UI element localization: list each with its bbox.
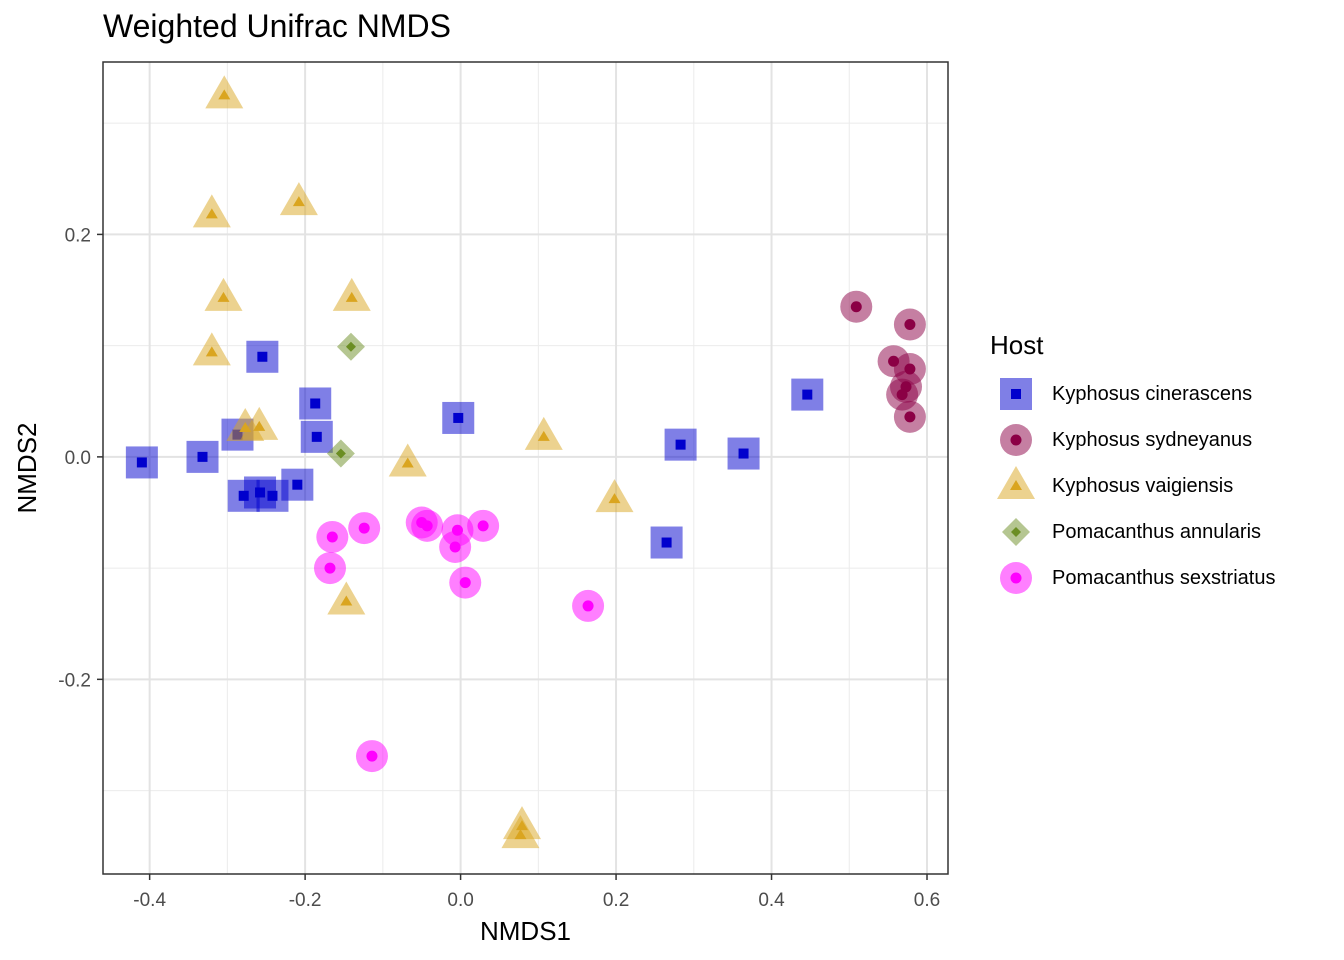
x-tick-label: -0.4 (133, 890, 166, 911)
data-point (572, 589, 605, 622)
data-point (727, 437, 760, 470)
data-point (791, 378, 824, 411)
data-point (192, 194, 231, 228)
data-point (192, 332, 231, 366)
legend-label: Kyphosus sydneyanus (1052, 428, 1253, 451)
data-point (442, 401, 475, 434)
legend-key (990, 555, 1042, 601)
y-tick-label: -0.2 (58, 670, 91, 691)
data-point (316, 520, 349, 553)
data-point (332, 277, 371, 311)
data-point (355, 740, 388, 773)
x-tick-label: -0.2 (289, 890, 322, 911)
series-4 (313, 506, 605, 773)
data-point (240, 406, 279, 440)
x-tick-label: 0.6 (914, 890, 940, 911)
data-point (449, 566, 482, 599)
legend-item: Pomacanthus sexstriatus (990, 555, 1275, 601)
data-point (664, 428, 697, 461)
plot-border (102, 61, 949, 875)
data-point (125, 446, 158, 479)
data-point (326, 439, 355, 468)
data-point (348, 512, 381, 545)
series-0 (125, 340, 824, 559)
data-point (313, 552, 346, 585)
plot-background (103, 62, 948, 874)
legend-marker (1000, 424, 1032, 456)
series-2 (192, 75, 634, 849)
legend-title: Host (990, 330, 1044, 360)
data-point (650, 526, 683, 559)
data-point (893, 400, 926, 433)
data-point (299, 387, 332, 420)
x-tick-label: 0.0 (447, 890, 473, 911)
legend-item: Kyphosus cinerascens (990, 371, 1275, 417)
axes: -0.4 -0.2 0.0 0.2 0.4 0.6 -0.2 0.0 0.2 (58, 225, 940, 911)
y-tick-label: 0.2 (65, 225, 91, 246)
legend-key (990, 509, 1042, 555)
series-3 (326, 332, 365, 468)
data-point (501, 815, 540, 849)
legend-label: Kyphosus cinerascens (1052, 382, 1253, 405)
x-axis-title: NMDS1 (480, 916, 571, 946)
y-axis-title: NMDS2 (12, 422, 42, 513)
legend-key (990, 463, 1042, 509)
legend-item: Kyphosus vaigiensis (990, 463, 1275, 509)
legend: Host Kyphosus cinerascens Kyphosus sydney… (990, 330, 1275, 601)
legend-label: Kyphosus vaigiensis (1052, 474, 1234, 497)
data-point (281, 468, 314, 501)
data-point (204, 277, 243, 311)
legend-marker (997, 466, 1035, 499)
data-point (327, 581, 366, 615)
data-point (467, 509, 500, 542)
grid-lines (103, 62, 948, 874)
data-point (840, 290, 873, 323)
data-point (300, 420, 333, 453)
series-1 (840, 290, 926, 433)
x-tick-label: 0.2 (603, 890, 629, 911)
legend-key (990, 371, 1042, 417)
data-point (595, 479, 634, 513)
data-point (205, 75, 244, 109)
legend-marker (1000, 378, 1032, 410)
data-points (125, 75, 926, 849)
legend-key (990, 417, 1042, 463)
chart-title: Weighted Unifrac NMDS (103, 8, 451, 44)
data-point (279, 182, 318, 216)
legend-item: Pomacanthus annularis (990, 509, 1275, 555)
legend-label: Pomacanthus annularis (1052, 520, 1262, 543)
legend-items: Kyphosus cinerascens Kyphosus sydneyanus K… (990, 371, 1275, 601)
data-point (388, 443, 427, 477)
data-point (411, 509, 444, 542)
legend-label: Pomacanthus sexstriatus (1052, 566, 1276, 589)
data-point (336, 332, 365, 361)
legend-item: Kyphosus sydneyanus (990, 417, 1275, 463)
data-point (186, 440, 219, 473)
data-point (246, 340, 279, 373)
data-point (524, 416, 563, 450)
legend-marker (1000, 562, 1032, 594)
data-point (893, 308, 926, 341)
x-tick-label: 0.4 (758, 890, 785, 911)
y-tick-label: 0.0 (65, 448, 91, 469)
data-point (439, 530, 472, 563)
legend-marker (1002, 518, 1030, 546)
